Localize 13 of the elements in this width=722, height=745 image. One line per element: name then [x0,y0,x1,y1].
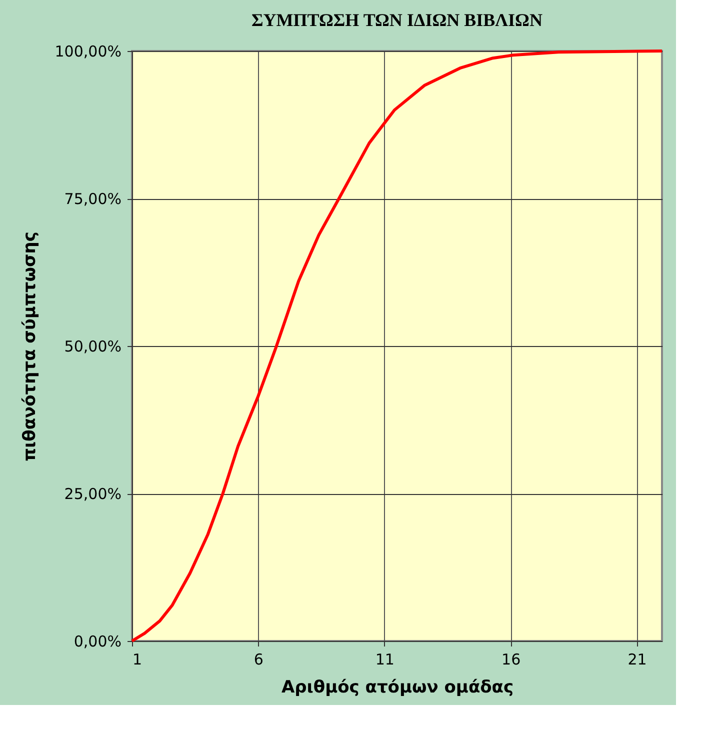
x-tick-label: 1 [132,650,142,668]
x-tick-label: 21 [628,650,647,668]
x-tick-label: 11 [375,650,394,668]
y-tick-label: 25,00% [64,485,122,503]
y-axis-title: πιθανότητα σύμπτωσης [20,232,40,462]
x-axis-title: Αριθμός ατόμων ομάδας [281,678,514,698]
x-tick-label: 6 [254,650,264,668]
chart-title: ΣΥΜΠΤΩΣΗ ΤΩΝ ΙΔΙΩΝ ΒΙΒΛΙΩΝ [252,10,542,30]
y-tick-label: 0,00% [74,632,122,650]
y-tick-label: 75,00% [64,190,122,208]
y-tick-label: 100,00% [54,42,122,60]
y-tick-label: 50,00% [64,338,122,356]
x-tick-label: 16 [502,650,521,668]
